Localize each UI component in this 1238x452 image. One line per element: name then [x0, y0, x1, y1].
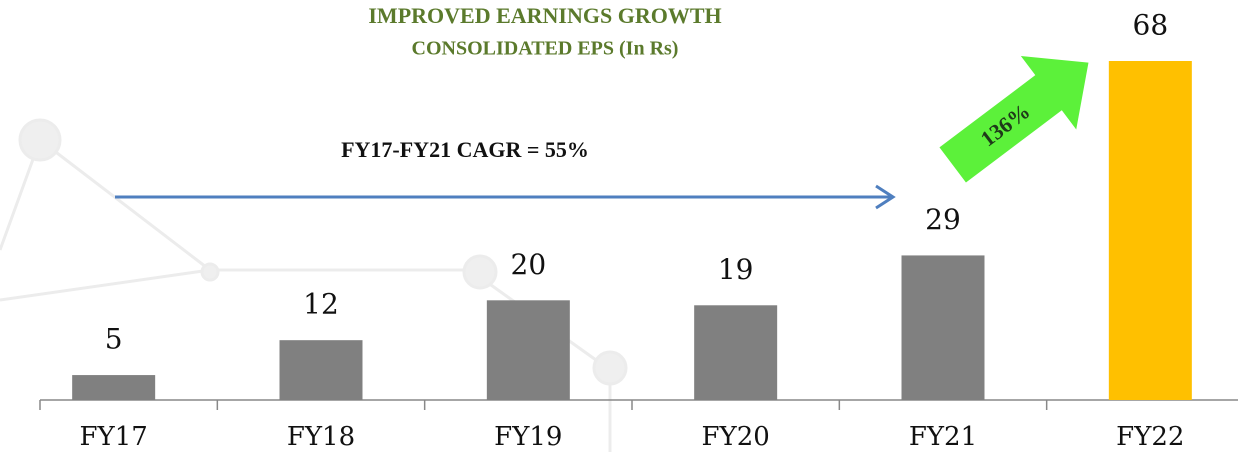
bar	[694, 305, 778, 400]
bar	[486, 300, 570, 400]
bar	[279, 340, 363, 400]
bar	[72, 375, 156, 400]
data-label: 12	[303, 288, 339, 321]
bar	[901, 255, 985, 400]
data-label: 68	[1133, 9, 1169, 42]
x-tick-label: FY21	[909, 422, 977, 452]
x-tick-label: FY19	[494, 422, 562, 452]
data-label: 20	[511, 248, 547, 281]
data-label: 5	[105, 323, 123, 356]
x-tick-label: FY17	[80, 422, 148, 452]
annotation: FY17-FY21 CAGR = 55%	[341, 137, 589, 162]
chart-subtitle: CONSOLIDATED EPS (In Rs)	[412, 38, 679, 60]
growth-arrow: 136%	[939, 55, 1089, 183]
x-tick-label: FY22	[1116, 422, 1184, 452]
background-decoration	[0, 118, 628, 452]
x-tick-label: FY18	[287, 422, 355, 452]
cagr-arrow	[115, 184, 896, 210]
x-tick-label: FY20	[702, 422, 770, 452]
chart-title: IMPROVED EARNINGS GROWTH	[368, 3, 721, 28]
data-label: 19	[718, 253, 754, 286]
bar	[1108, 61, 1192, 400]
data-label: 29	[925, 203, 961, 236]
